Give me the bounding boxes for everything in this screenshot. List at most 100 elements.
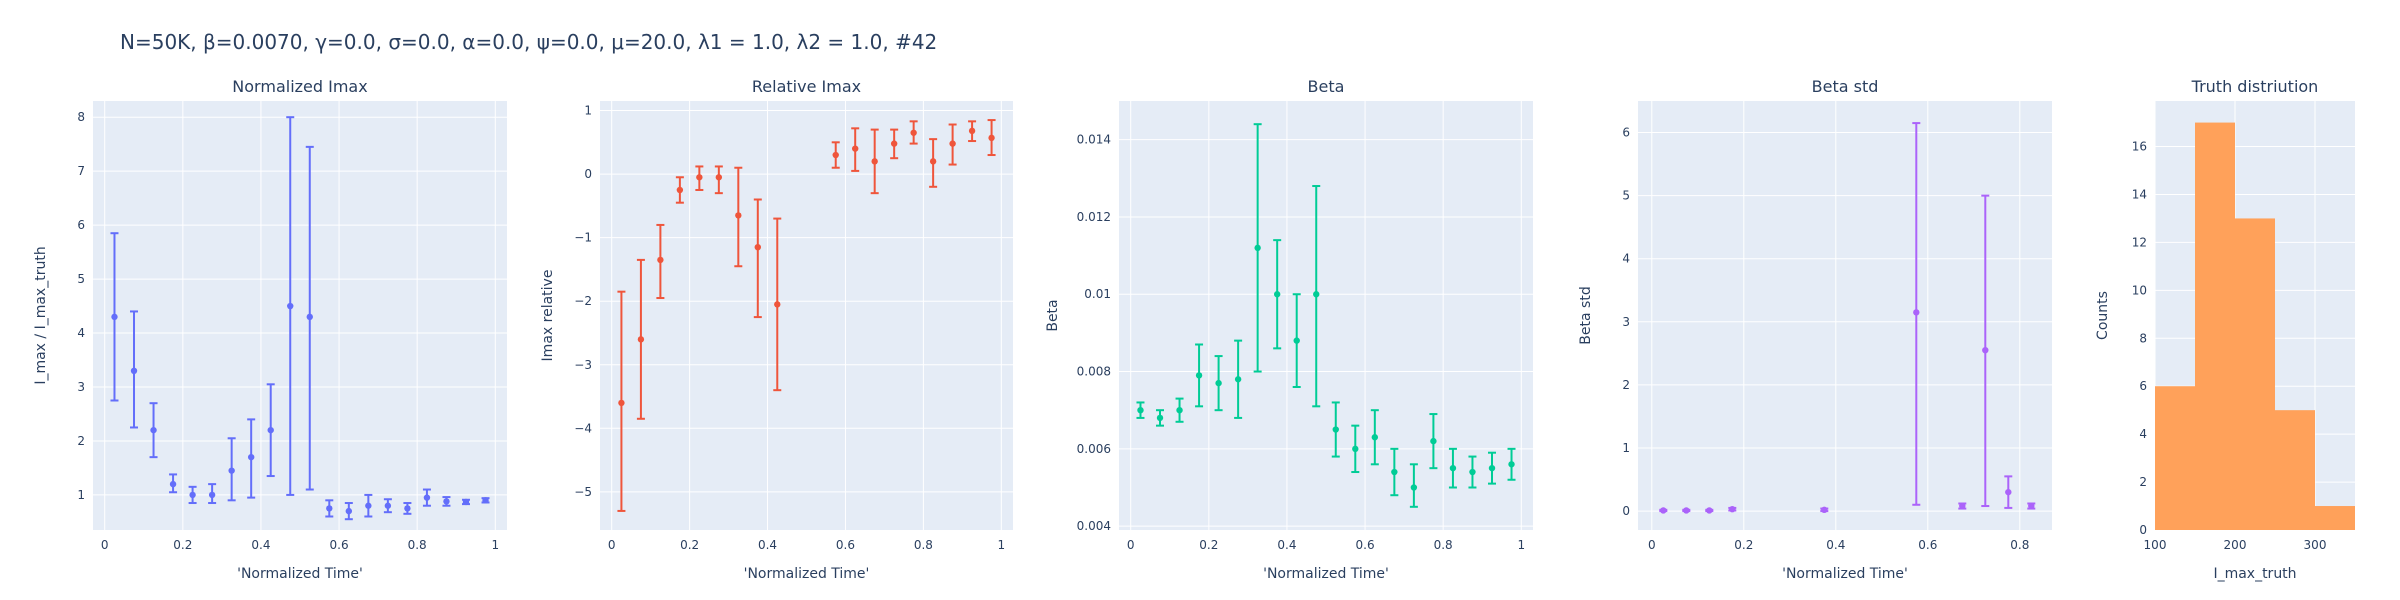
histogram-bar	[2155, 386, 2195, 530]
x-tick-label: 0.6	[836, 538, 855, 552]
data-point	[949, 140, 956, 147]
x-tick-label: 0.8	[914, 538, 933, 552]
data-point	[754, 243, 761, 251]
data-point-group	[1682, 507, 1691, 514]
y-tick-label: 4	[77, 326, 85, 340]
data-point	[1729, 505, 1736, 513]
data-point	[852, 145, 859, 152]
data-point-group	[305, 145, 314, 491]
y-tick-label: 0	[2139, 523, 2147, 537]
data-point-group	[695, 165, 704, 191]
y-tick-label: 0.006	[1077, 442, 1111, 456]
data-point	[462, 498, 470, 506]
x-axis-title: 'Normalized Time'	[1782, 566, 1908, 582]
x-tick-label: 0.4	[1277, 538, 1296, 552]
data-point-group	[422, 488, 431, 507]
data-point-group	[208, 483, 217, 505]
data-point-group	[227, 437, 236, 502]
y-tick-label: 2	[1622, 378, 1630, 392]
y-tick-label: 6	[77, 218, 85, 232]
x-tick-label: 0	[1648, 538, 1656, 552]
y-tick-label: 6	[2139, 379, 2147, 393]
subplot-5: 100 200 300 0 2 4 6 8 10 12 14 16 Truth distriution I…	[2095, 77, 2355, 582]
data-point	[2005, 488, 2012, 496]
subplot-4: 0 0.2 0.4 0.6 0.8 0 1 2 3 4 5 6 Beta std 'Normalized …	[1578, 77, 2052, 582]
x-tick-label: 0.6	[1356, 538, 1375, 552]
data-point-group	[403, 502, 412, 515]
data-point-group	[481, 497, 490, 504]
data-point-group	[169, 473, 178, 494]
x-tick-label: 0.4	[1826, 538, 1845, 552]
x-tick-label: 0.8	[408, 538, 427, 552]
y-tick-label: 12	[2132, 235, 2147, 249]
plot-area	[600, 101, 1013, 530]
x-axis-title: I_max_truth	[2213, 566, 2296, 582]
data-point	[1313, 291, 1320, 298]
data-point	[228, 467, 235, 474]
data-point	[774, 301, 781, 308]
data-point	[1234, 376, 1242, 383]
data-point-group	[149, 402, 158, 459]
data-point	[910, 129, 917, 136]
data-point	[365, 502, 372, 509]
data-point-group	[110, 232, 119, 402]
data-point	[832, 151, 839, 159]
data-point	[637, 336, 645, 343]
data-point	[1913, 309, 1920, 316]
subplot-title: Truth distriution	[2191, 77, 2319, 96]
data-point-group	[286, 116, 295, 496]
y-tick-label: 2	[77, 434, 85, 448]
data-point-group	[188, 485, 197, 505]
data-point-group	[675, 176, 684, 204]
data-point	[1371, 434, 1379, 441]
data-point-group	[2004, 475, 2013, 509]
x-tick-label: 1	[997, 538, 1005, 552]
data-point-group	[968, 120, 977, 143]
data-point	[618, 399, 625, 407]
data-point	[1137, 406, 1144, 414]
data-point-group	[1195, 343, 1204, 408]
data-point	[929, 158, 937, 165]
data-point-group	[1981, 194, 1990, 508]
data-point	[890, 140, 898, 147]
data-point-group	[1234, 339, 1243, 419]
x-axis-title: 'Normalized Time'	[237, 566, 363, 582]
data-point-group	[1507, 447, 1516, 481]
data-point-group	[442, 496, 451, 507]
data-point-group	[1820, 506, 1829, 514]
x-tick-label: 200	[2224, 538, 2247, 552]
data-point-group	[344, 502, 353, 521]
y-tick-label: 8	[77, 110, 85, 124]
y-axis-title: Beta	[1045, 299, 1061, 331]
y-tick-label: 7	[77, 164, 85, 178]
y-tick-label: 0.014	[1077, 133, 1111, 147]
histogram-bar	[2235, 218, 2275, 530]
y-tick-label: 5	[1622, 189, 1630, 203]
data-point	[1449, 464, 1457, 472]
data-point-group	[1292, 293, 1301, 388]
data-point-group	[890, 128, 899, 160]
data-point	[657, 256, 664, 264]
y-tick-label: 0.012	[1077, 210, 1111, 224]
histogram-bar	[2275, 410, 2315, 530]
data-point-group	[1912, 122, 1921, 506]
plot-area	[93, 101, 507, 530]
data-point	[326, 505, 333, 512]
data-point-group	[1156, 409, 1165, 427]
x-tick-label: 0	[101, 538, 109, 552]
data-point-group	[909, 120, 918, 145]
data-point	[345, 507, 353, 515]
y-tick-label: 0.01	[1084, 287, 1111, 301]
subplot-title: Relative Imax	[752, 77, 861, 96]
data-point-group	[2027, 502, 2036, 510]
data-point	[150, 426, 157, 434]
y-tick-label: −2	[574, 294, 592, 308]
data-point-group	[948, 123, 957, 166]
data-point-group	[1429, 413, 1438, 470]
y-axis-title: I_max / I_max_truth	[33, 246, 49, 384]
data-point-group	[325, 499, 334, 518]
data-point	[384, 502, 392, 509]
y-tick-label: 8	[2139, 331, 2147, 345]
data-point	[1660, 507, 1667, 514]
data-point-group	[1253, 123, 1262, 373]
